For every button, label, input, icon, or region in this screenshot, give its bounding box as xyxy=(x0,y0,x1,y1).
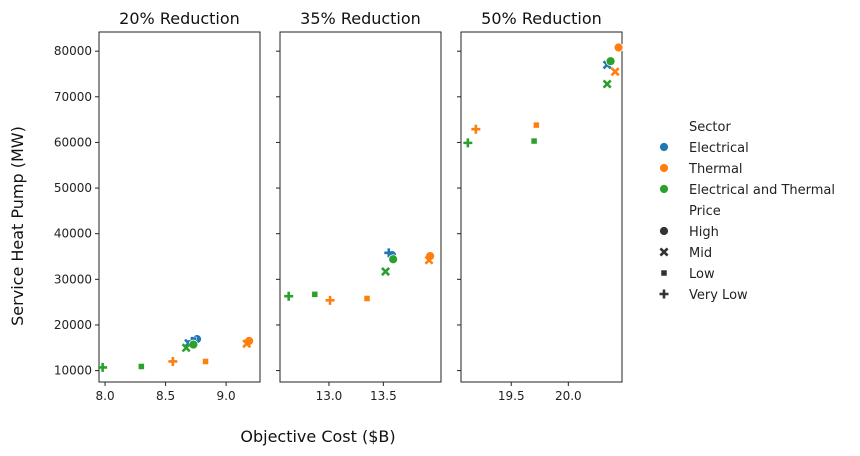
y-tick-label: 20000 xyxy=(54,318,92,332)
legend-marker-mid xyxy=(659,247,669,257)
panel-2: 35% Reduction 13.0 13.5 xyxy=(276,9,442,403)
legend-marker-thermal xyxy=(659,163,669,173)
point-electrical-and-thermal-mid xyxy=(381,267,391,277)
legend-hue-title: Sector xyxy=(689,120,731,135)
y-tick-label: 80000 xyxy=(54,44,92,58)
point-thermal-mid xyxy=(242,339,252,349)
point-electrical-and-thermal-high xyxy=(605,56,616,67)
point-thermal-very-low xyxy=(325,295,335,305)
x-tick-label: 9.0 xyxy=(217,389,236,403)
point-electrical-and-thermal-very-low xyxy=(98,362,108,372)
point-electrical-and-thermal-mid xyxy=(602,79,612,89)
x-tick-label: 13.0 xyxy=(316,389,343,403)
point-thermal-very-low xyxy=(471,124,481,134)
legend: Sector Electrical Thermal Electrical and Th… xyxy=(659,120,835,303)
legend-entry: High xyxy=(689,225,719,240)
legend-entry: Very Low xyxy=(689,288,748,303)
point-electrical-very-low xyxy=(384,248,394,258)
legend-marker-electrical xyxy=(659,142,669,152)
y-tick-label: 10000 xyxy=(54,364,92,378)
x-tick-label: 20.0 xyxy=(555,389,582,403)
point-electrical-and-thermal-low xyxy=(530,137,538,145)
y-tick-label: 60000 xyxy=(54,135,92,149)
x-axis-label: Objective Cost ($B) xyxy=(240,427,395,446)
legend-entry: Electrical xyxy=(689,141,749,156)
point-electrical-and-thermal-low xyxy=(311,291,319,298)
x-tick-label: 8.5 xyxy=(156,389,175,403)
x-tick-label: 19.5 xyxy=(498,389,525,403)
legend-entry: Thermal xyxy=(688,162,743,177)
x-tick-label: 13.5 xyxy=(370,389,397,403)
point-thermal-high xyxy=(613,42,624,53)
point-thermal-low xyxy=(202,358,209,365)
x-tick-label: 8.0 xyxy=(96,389,115,403)
point-thermal-very-low xyxy=(168,356,178,366)
point-electrical-and-thermal-high xyxy=(188,339,199,350)
plot-frame xyxy=(98,31,261,383)
point-electrical-and-thermal-very-low xyxy=(463,138,473,148)
panel-3: 50% Reduction 19.5 20.0 xyxy=(457,9,624,403)
panel-1: 20% Reduction 10000 20000 30000 40000 50000 60… xyxy=(54,9,261,403)
y-tick-label: 40000 xyxy=(54,227,92,241)
point-electrical-and-thermal-low xyxy=(138,363,145,370)
legend-entry: Electrical and Thermal xyxy=(689,183,835,198)
panel-title: 20% Reduction xyxy=(119,9,240,28)
point-electrical-and-thermal-very-low xyxy=(284,291,294,301)
point-electrical-and-thermal-mid xyxy=(181,343,191,353)
legend-marker-very-low xyxy=(659,289,669,299)
legend-marker-electrical-and-thermal xyxy=(659,184,669,194)
y-axis-label: Service Heat Pump (MW) xyxy=(8,126,27,326)
y-tick-label: 30000 xyxy=(54,272,92,286)
point-thermal-mid xyxy=(610,67,620,77)
panel-title: 35% Reduction xyxy=(300,9,421,28)
y-tick-label: 50000 xyxy=(54,181,92,195)
legend-style-title: Price xyxy=(689,204,721,219)
y-tick-label: 70000 xyxy=(54,90,92,104)
point-thermal-mid xyxy=(424,255,434,265)
plot-frame xyxy=(279,31,442,383)
legend-entry: Low xyxy=(689,267,715,282)
panel-title: 50% Reduction xyxy=(481,9,602,28)
point-thermal-low xyxy=(363,295,371,302)
legend-entry: Mid xyxy=(689,246,712,261)
point-electrical-and-thermal-high xyxy=(388,254,399,265)
point-thermal-low xyxy=(533,121,540,129)
legend-marker-low xyxy=(660,269,668,277)
plot-frame xyxy=(460,31,623,383)
legend-marker-high xyxy=(659,226,669,236)
